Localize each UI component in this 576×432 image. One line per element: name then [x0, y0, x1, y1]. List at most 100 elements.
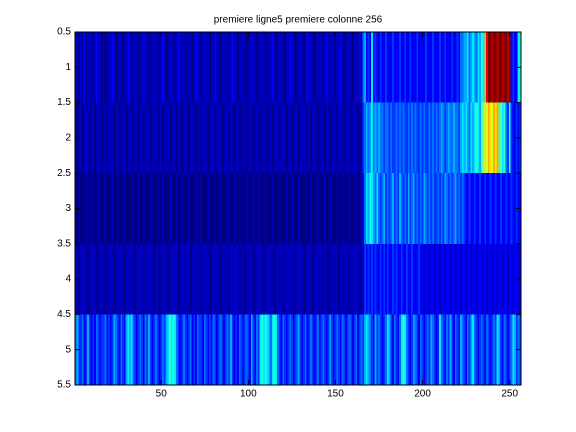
heatmap-cell: [193, 102, 196, 174]
heatmap-cell: [392, 314, 395, 385]
heatmap-cell: [264, 173, 268, 244]
heatmap-cell: [123, 32, 126, 103]
heatmap-cell: [477, 243, 480, 315]
heatmap-cell: [339, 173, 342, 244]
heatmap-cell: [80, 243, 83, 315]
heatmap-cell: [193, 173, 196, 244]
heatmap-cell: [287, 173, 290, 244]
heatmap-cell: [268, 32, 271, 103]
heatmap-cell: [386, 32, 389, 103]
heatmap-cell: [81, 102, 85, 174]
heatmap-cell: [421, 314, 424, 385]
heatmap-cell: [473, 173, 477, 244]
heatmap-cell: [491, 102, 494, 174]
heatmap-cell: [329, 243, 332, 315]
heatmap-cell: [463, 314, 466, 385]
heatmap-cell: [85, 102, 88, 174]
heatmap-cell: [514, 173, 517, 244]
heatmap-cell: [212, 102, 215, 174]
x-tick-label: 250: [501, 389, 518, 400]
heatmap-cell: [367, 173, 370, 244]
heatmap-cell: [278, 173, 281, 244]
heatmap-cell: [245, 32, 248, 103]
heatmap-cell: [273, 32, 276, 103]
heatmap-cell: [224, 173, 227, 244]
heatmap-cell: [451, 314, 454, 385]
heatmap-cell: [296, 314, 299, 385]
heatmap-cell: [339, 32, 342, 103]
heatmap-cell: [122, 243, 125, 315]
heatmap-cell: [249, 314, 252, 385]
heatmap-cell: [367, 32, 370, 103]
heatmap-cell: [130, 32, 133, 103]
heatmap-cell: [237, 173, 240, 244]
heatmap-cell: [480, 102, 484, 174]
heatmap-cell: [404, 243, 407, 315]
heatmap-cell: [144, 243, 147, 315]
heatmap-cell: [393, 314, 396, 385]
heatmap-cell: [430, 173, 433, 244]
heatmap-cell: [176, 243, 179, 315]
heatmap-cell: [240, 32, 243, 103]
heatmap-cell: [303, 314, 306, 385]
x-tick-label: 150: [327, 389, 344, 400]
heatmap-cell: [505, 243, 508, 315]
heatmap-cell: [381, 173, 384, 244]
heatmap-cell: [498, 32, 501, 103]
heatmap-cell: [395, 314, 398, 385]
heatmap-cell: [97, 102, 100, 174]
heatmap-cell: [507, 243, 510, 315]
heatmap-cell: [432, 243, 435, 315]
heatmap-cell: [163, 314, 166, 385]
heatmap-cell: [205, 243, 208, 315]
heatmap-cell: [123, 102, 126, 174]
heatmap-cell: [85, 173, 88, 244]
heatmap-cell: [137, 102, 140, 174]
heatmap-cell: [216, 32, 219, 103]
heatmap-cell: [369, 32, 372, 103]
heatmap-cell: [390, 314, 393, 385]
heatmap-cell: [245, 243, 248, 315]
heatmap-cell: [439, 243, 442, 315]
heatmap-cell: [81, 173, 85, 244]
heatmap-cell: [261, 243, 264, 315]
heatmap-cell: [129, 243, 132, 315]
heatmap-cell: [501, 102, 504, 174]
heatmap-cell: [155, 32, 158, 103]
heatmap-cell: [463, 173, 466, 244]
heatmap-cell: [90, 173, 93, 244]
heatmap-cell: [411, 102, 414, 174]
heatmap-cell: [456, 32, 459, 103]
heatmap-cell: [393, 102, 396, 174]
heatmap-cell: [372, 102, 376, 174]
heatmap-cell: [454, 173, 457, 244]
heatmap-cell: [263, 243, 266, 315]
heatmap-cell: [113, 243, 116, 315]
heatmap-cell: [493, 32, 496, 103]
heatmap-cell: [83, 243, 86, 315]
heatmap-cell: [437, 173, 440, 244]
heatmap-cell: [454, 243, 457, 315]
heatmap-cell: [235, 32, 238, 103]
heatmap-cell: [148, 314, 151, 385]
heatmap-cell: [379, 102, 383, 174]
heatmap-cell: [461, 173, 464, 244]
heatmap-cell: [416, 243, 419, 315]
heatmap-cell: [508, 173, 511, 244]
heatmap-cell: [399, 243, 402, 315]
heatmap-cell: [479, 243, 482, 315]
heatmap-cell: [233, 32, 236, 103]
heatmap-cell: [390, 32, 393, 103]
heatmap-cell: [275, 173, 278, 244]
heatmap-cell: [134, 243, 137, 315]
heatmap-cell: [494, 32, 498, 103]
heatmap-cell: [503, 243, 506, 315]
heatmap-cell: [118, 173, 121, 244]
heatmap-cell: [402, 102, 405, 174]
heatmap-cell: [313, 314, 316, 385]
heatmap-cell: [381, 314, 384, 385]
heatmap-cell: [120, 32, 123, 103]
heatmap-cell: [433, 243, 437, 315]
heatmap-cell: [334, 243, 337, 315]
heatmap-cell: [252, 173, 255, 244]
